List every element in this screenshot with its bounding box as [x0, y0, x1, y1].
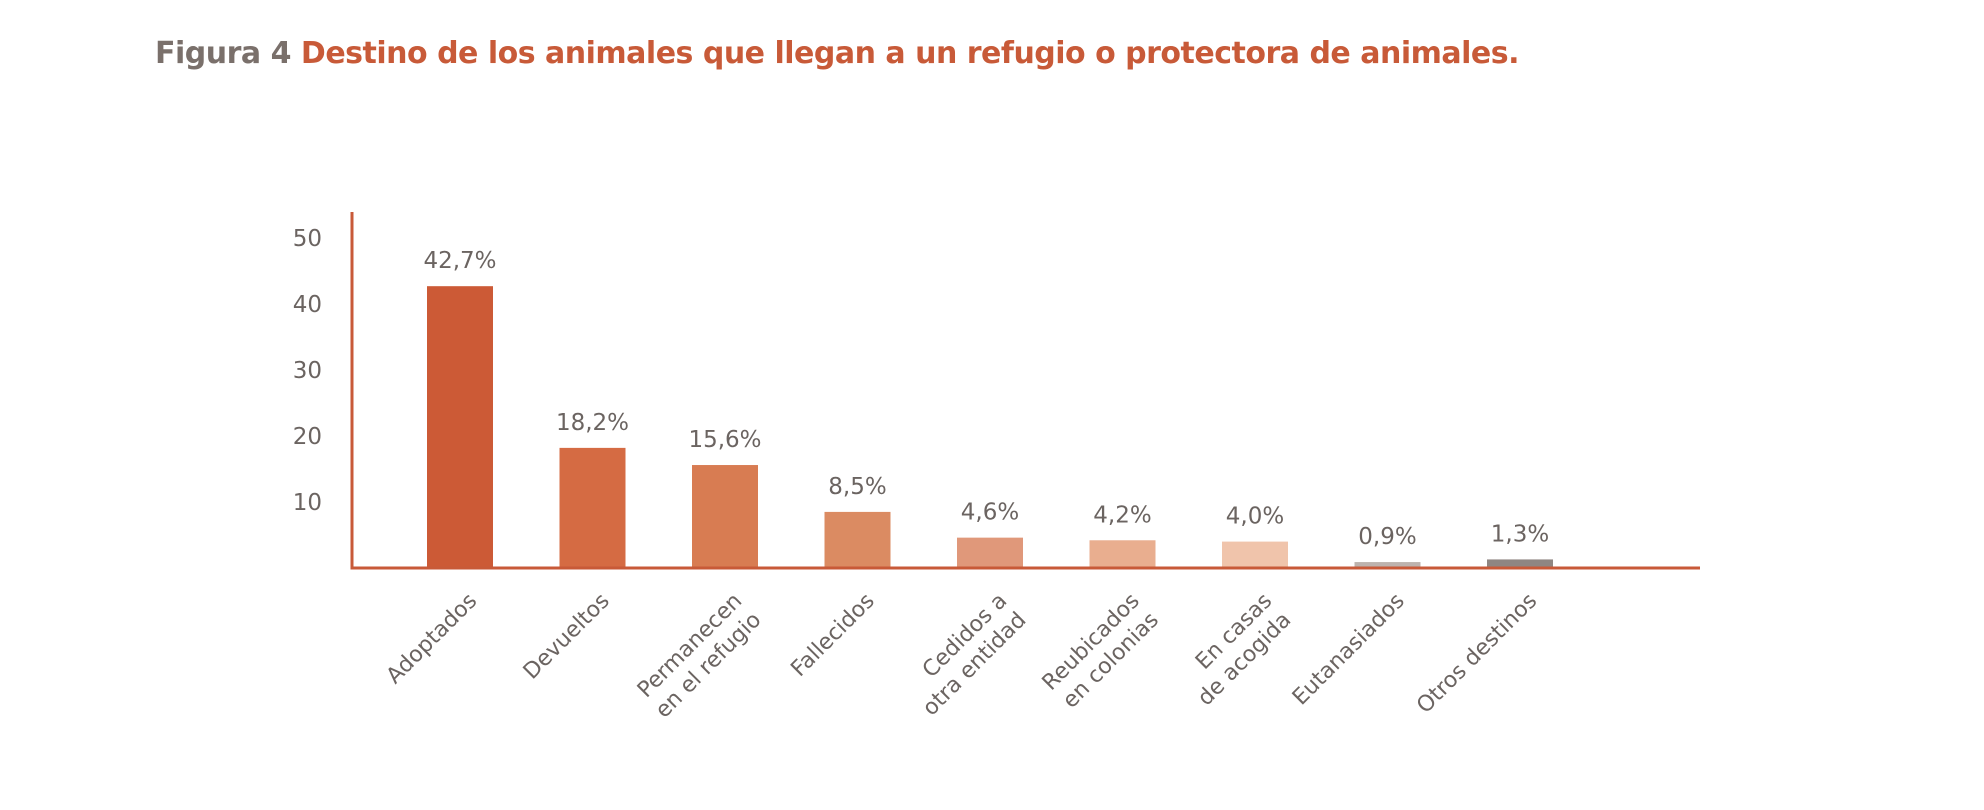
category-label-line: Fallecidos — [786, 589, 879, 682]
category-label-text: Fallecidos — [786, 589, 879, 682]
bar — [1354, 562, 1421, 568]
y-tick-label: 40 — [293, 292, 322, 318]
figure-title-text: Destino de los animales que llegan a un … — [300, 36, 1520, 71]
category-label: Otros destinos — [1412, 589, 1542, 719]
category-label: Cedidos aotra entidad — [899, 589, 1031, 721]
figure-title: Figura 4 Destino de los animales que lle… — [155, 36, 1520, 71]
bar — [1487, 559, 1553, 568]
data-label: 0,9% — [1358, 524, 1416, 550]
bar — [559, 447, 626, 568]
data-label: 1,3% — [1491, 521, 1549, 547]
y-tick-label: 20 — [293, 424, 322, 450]
category-label-text: En casasde acogida — [1174, 589, 1296, 711]
category-label-text: Eutanasiados — [1288, 589, 1410, 711]
category-label: Adoptados — [382, 589, 482, 689]
data-label: 4,6% — [961, 500, 1019, 526]
category-label-text: Adoptados — [382, 589, 482, 689]
bar — [692, 465, 758, 568]
category-label-text: Cedidos aotra entidad — [899, 589, 1031, 721]
category-label-text: Devueltos — [519, 589, 615, 685]
y-tick-label: 10 — [293, 490, 322, 516]
category-label: Reubicadosen colonias — [1038, 589, 1164, 715]
data-label: 4,0% — [1226, 504, 1284, 530]
figure-label: Figura 4 — [155, 36, 291, 71]
data-label: 42,7% — [423, 248, 496, 274]
category-label-text: Otros destinos — [1412, 589, 1542, 719]
y-tick-label: 30 — [293, 358, 322, 384]
category-label: Permanecenen el refugio — [632, 589, 767, 724]
bar — [1222, 541, 1288, 568]
category-label-line: Devueltos — [519, 589, 615, 685]
category-label-line: Eutanasiados — [1288, 589, 1410, 711]
bar — [427, 286, 493, 568]
category-label: Devueltos — [519, 589, 615, 685]
data-label: 4,2% — [1093, 502, 1151, 528]
category-label: Fallecidos — [786, 589, 879, 682]
category-label-text: Reubicadosen colonias — [1038, 589, 1164, 715]
category-label-text: Permanecenen el refugio — [632, 589, 767, 724]
category-label: En casasde acogida — [1174, 589, 1296, 711]
bar — [957, 537, 1023, 568]
y-tick-label: 50 — [293, 226, 322, 252]
data-label: 8,5% — [828, 474, 886, 500]
bar — [1089, 540, 1156, 568]
category-label-line: Adoptados — [382, 589, 482, 689]
category-label-line: Otros destinos — [1412, 589, 1542, 719]
data-label: 18,2% — [556, 410, 629, 436]
bar — [824, 511, 891, 568]
data-label: 15,6% — [688, 427, 761, 453]
category-label: Eutanasiados — [1288, 589, 1410, 711]
